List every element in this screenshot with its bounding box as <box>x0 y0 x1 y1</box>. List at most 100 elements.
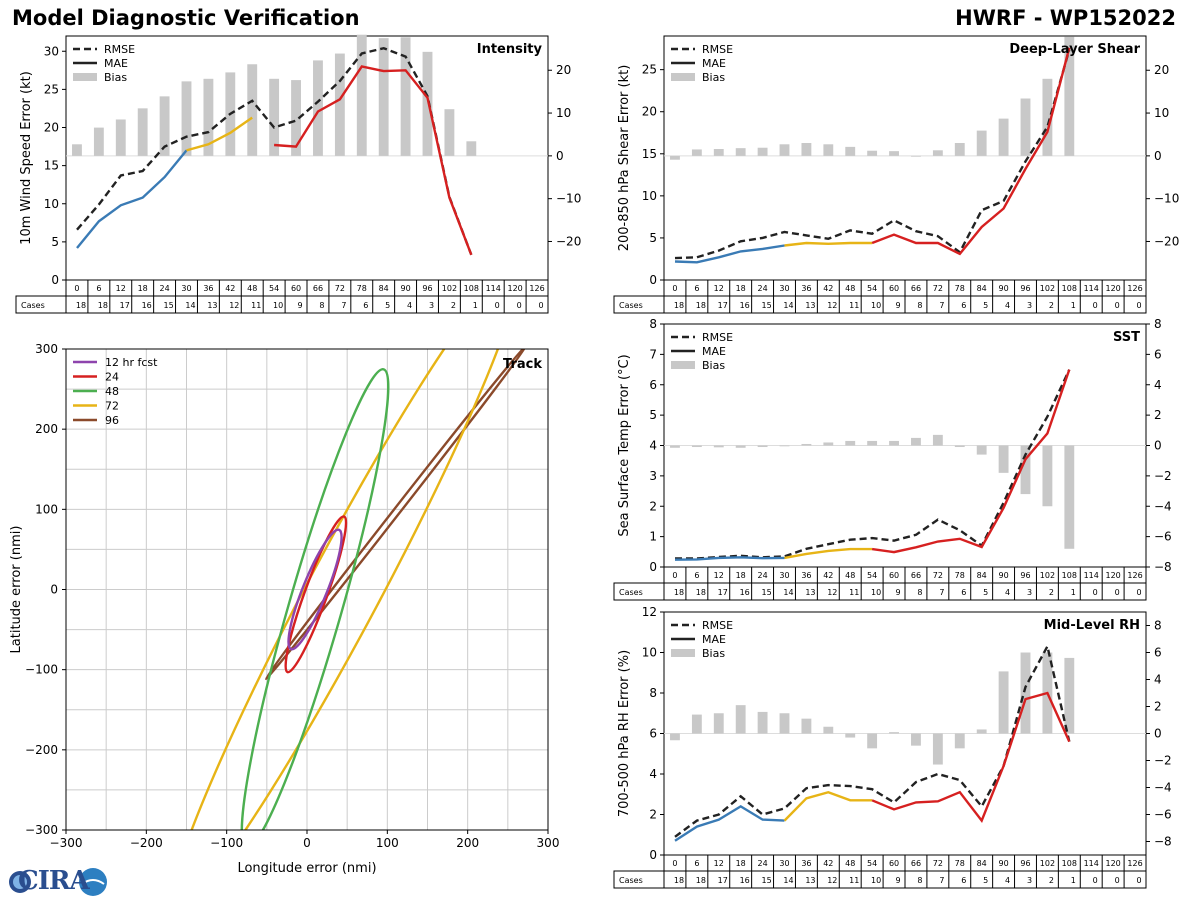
shear-bias-bar <box>1042 78 1053 156</box>
intensity-ytick-label: 20 <box>44 121 59 135</box>
rh-cases-cell: 18 <box>674 876 684 885</box>
shear-y2tick-label: 20 <box>1154 63 1169 77</box>
shear-lead-cell: 0 <box>672 284 677 293</box>
shear-bias-bar <box>823 144 834 156</box>
logo-graphic <box>9 868 107 896</box>
sst-lead-cell: 6 <box>694 571 699 580</box>
track-xtick-label: 200 <box>456 836 479 850</box>
sst-cases-cell: 8 <box>917 588 922 597</box>
shear-cases-cell: 3 <box>1027 301 1032 310</box>
shear-bias-bar <box>867 150 878 156</box>
intensity-cases-cell: 3 <box>429 301 434 310</box>
shear-lead-cell: 102 <box>1040 284 1055 293</box>
sst-y2tick-label: 8 <box>1154 317 1162 331</box>
rh-lead-cell: 42 <box>823 859 833 868</box>
rh-title: Mid-Level RH <box>1044 618 1140 633</box>
sst-bias-bar <box>1064 445 1075 549</box>
rh-lead-cell: 12 <box>714 859 724 868</box>
sst-mae-line-red <box>871 369 1071 554</box>
sst-cases-row <box>613 582 1147 601</box>
shear-bias-bar <box>1064 36 1075 156</box>
sst-cases-cell: 13 <box>805 588 815 597</box>
rh-lead-cell: 114 <box>1084 859 1099 868</box>
shear-mae-line-blue <box>674 244 785 264</box>
rh-cases-cell: 11 <box>849 876 859 885</box>
rh-lead-cell: 90 <box>998 859 1008 868</box>
intensity-cases-cell: 8 <box>319 301 324 310</box>
sst-bias-bar <box>889 440 899 446</box>
track-ellipse-72 <box>170 349 519 830</box>
intensity-bias-bar <box>269 78 280 156</box>
sst-lead-cell: 30 <box>779 571 789 580</box>
track-xtick-label: 100 <box>376 836 399 850</box>
rh-bias-bar <box>670 733 680 741</box>
intensity-cases-cell: 0 <box>538 301 543 310</box>
track-ellipse-group <box>264 349 530 680</box>
rh-bias-bar <box>823 726 834 734</box>
intensity-cases-cell: 1 <box>473 301 478 310</box>
sst-cases-cell: 0 <box>1115 588 1120 597</box>
rh-ytick-label: 8 <box>649 686 657 700</box>
rh-lead-cell: 78 <box>955 859 965 868</box>
shear-cases-cell: 16 <box>740 301 750 310</box>
intensity-bias-bar <box>291 80 301 156</box>
shear-lead-cell: 30 <box>779 284 789 293</box>
shear-bias-bar <box>954 143 965 156</box>
rh-legend-bias-swatch <box>671 649 695 657</box>
track-xtick-label: 300 <box>537 836 560 850</box>
rh-cases-row <box>613 870 1147 889</box>
intensity-lead-cell: 108 <box>464 284 479 293</box>
intensity-mae-line-blue <box>76 149 188 249</box>
rh-lead-cell: 84 <box>977 859 987 868</box>
intensity-lead-cell: 36 <box>203 284 213 293</box>
intensity-cases-cell: 12 <box>229 301 239 310</box>
sst-bias-bar <box>735 445 746 448</box>
intensity-lead-cell: 12 <box>116 284 126 293</box>
rh-lead-cell: 18 <box>736 859 746 868</box>
rh-cases-cell: 0 <box>1136 876 1141 885</box>
intensity-bias-bar <box>378 38 389 156</box>
rh-y2tick-label: 8 <box>1154 619 1162 633</box>
shear-rmse-line <box>674 49 1071 260</box>
rh-cases-cell: 6 <box>961 876 966 885</box>
rh-cases-cell: 7 <box>939 876 944 885</box>
sst-cases-cell: 10 <box>871 588 881 597</box>
sst-mae-line-yellow <box>784 547 873 560</box>
intensity-legend-bias-swatch <box>73 73 97 81</box>
shear-cases-cell: 10 <box>871 301 881 310</box>
shear-legend-mae-label: MAE <box>702 57 726 70</box>
sst-ytick-label: 4 <box>649 439 657 453</box>
panel-track: −300 −200 −100 0 100 200 300 −300 −200 −100 0 100 20… <box>9 342 560 876</box>
shear-lead-cell: 108 <box>1062 284 1077 293</box>
rh-y2tick-label: −2 <box>1154 754 1172 768</box>
sst-title: SST <box>1113 330 1140 345</box>
intensity-cases-cell: 0 <box>517 301 522 310</box>
track-xtick-label: −300 <box>50 836 83 850</box>
intensity-y2tick-label: −10 <box>556 192 581 206</box>
sst-bias-bar <box>1020 445 1031 495</box>
rh-bias-bar <box>713 713 724 734</box>
rh-legend-rmse-label: RMSE <box>702 619 733 632</box>
rh-ytick-label: 6 <box>649 727 657 741</box>
page-title: Model Diagnostic Verification <box>12 6 360 30</box>
shear-cases-label: Cases <box>619 301 643 310</box>
intensity-bias-bar <box>137 108 148 156</box>
shear-cases-cell: 17 <box>718 301 728 310</box>
shear-bias-bar <box>911 155 921 157</box>
intensity-ytick-label: 15 <box>44 159 59 173</box>
sst-y2tick-label: 6 <box>1154 347 1162 361</box>
track-ytick-label: 300 <box>35 342 58 356</box>
intensity-bias-bar <box>93 127 104 156</box>
sst-cases-cell: 12 <box>827 588 837 597</box>
track-xtick-label: 0 <box>303 836 311 850</box>
sst-bias-bar <box>998 445 1009 473</box>
shear-cases-cell: 0 <box>1093 301 1098 310</box>
logo-wave-icon <box>81 879 105 885</box>
track-legend-label: 72 <box>105 400 119 413</box>
sst-cases-cell: 14 <box>783 588 793 597</box>
intensity-cases-cell: 18 <box>76 301 86 310</box>
rh-lead-cell: 126 <box>1127 859 1142 868</box>
shear-lead-cell: 120 <box>1105 284 1120 293</box>
rh-legend-mae-label: MAE <box>702 633 726 646</box>
